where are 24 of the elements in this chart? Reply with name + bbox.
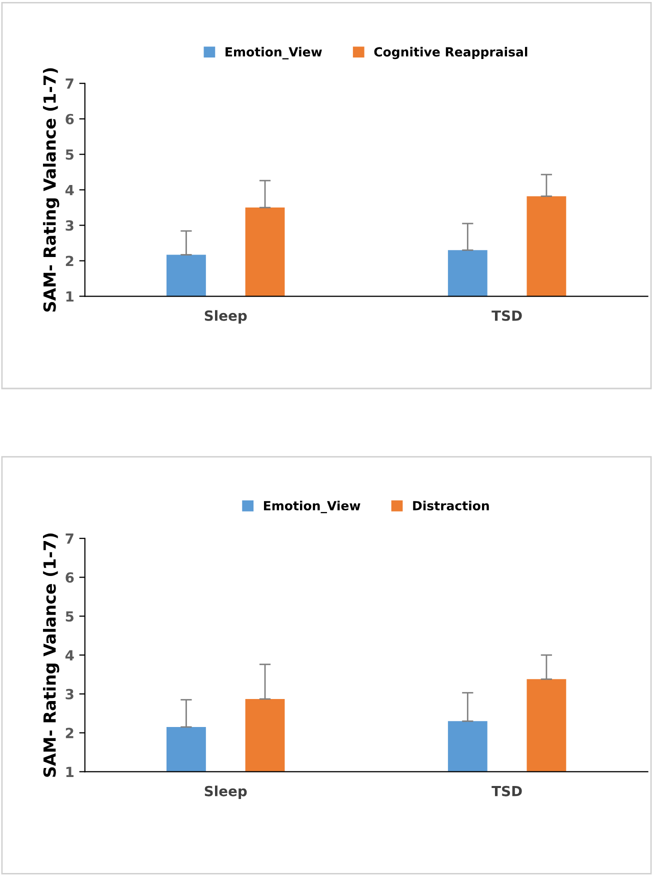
y-tick-label: 1 — [66, 291, 74, 302]
y-tick-label: 5 — [66, 149, 74, 160]
legend-label: Cognitive Reappraisal — [374, 46, 528, 60]
y-axis-title: SAM- Rating Valance (1-7) — [42, 68, 60, 312]
x-tick-label: Sleep — [204, 310, 247, 324]
y-tick-label: 1 — [66, 766, 74, 777]
y-tick-label: 2 — [66, 728, 74, 738]
legend-label: Distraction — [413, 500, 489, 510]
y-tick-label: 3 — [66, 688, 74, 700]
y-axis-title: SAM- Rating Valance (1-7) — [42, 534, 60, 777]
y-tick-label: 6 — [66, 572, 74, 583]
legend-label: Emotion_View — [226, 46, 322, 60]
y-tick-label: 4 — [65, 650, 74, 660]
y-tick-label: 3 — [66, 220, 74, 231]
y-tick-label: 7 — [66, 534, 74, 544]
x-tick-label: Sleep — [204, 786, 247, 800]
x-tick-label: TSD — [492, 310, 522, 321]
y-tick-label: 5 — [66, 611, 74, 622]
y-tick-label: 4 — [65, 184, 74, 196]
y-tick-label: 2 — [66, 256, 74, 266]
x-tick-label: TSD — [492, 786, 522, 796]
y-tick-label: 7 — [66, 78, 74, 89]
y-tick-label: 6 — [66, 114, 74, 124]
legend-label: Emotion_View — [264, 500, 360, 514]
